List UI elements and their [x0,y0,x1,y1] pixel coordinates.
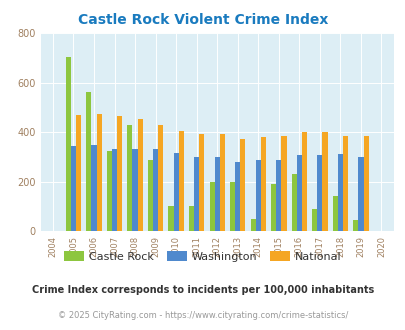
Bar [158,125,163,231]
Bar [260,137,265,231]
Bar [214,157,219,231]
Bar [112,149,117,231]
Bar [301,132,306,231]
Bar [352,220,358,231]
Bar [137,119,143,231]
Bar [362,136,368,231]
Bar [117,116,122,231]
Bar [219,135,224,231]
Bar [76,115,81,231]
Bar [86,92,91,231]
Bar [173,153,178,231]
Bar [199,135,204,231]
Bar [271,184,275,231]
Bar [281,136,286,231]
Bar [96,114,101,231]
Bar [332,196,337,231]
Text: © 2025 CityRating.com - https://www.cityrating.com/crime-statistics/: © 2025 CityRating.com - https://www.city… [58,311,347,320]
Bar [127,125,132,231]
Bar [317,155,322,231]
Bar [91,145,96,231]
Text: Crime Index corresponds to incidents per 100,000 inhabitants: Crime Index corresponds to incidents per… [32,285,373,295]
Bar [153,149,158,231]
Bar [311,209,317,231]
Bar [107,150,112,231]
Bar [168,206,173,231]
Bar [255,160,260,231]
Bar [188,206,194,231]
Bar [230,182,234,231]
Bar [209,182,214,231]
Bar [322,132,327,231]
Bar [296,155,301,231]
Text: Castle Rock Violent Crime Index: Castle Rock Violent Crime Index [78,13,327,27]
Bar [132,149,137,231]
Bar [234,162,240,231]
Bar [66,56,71,231]
Bar [250,218,255,231]
Bar [147,160,153,231]
Bar [291,174,296,231]
Legend: Castle Rock, Washington, National: Castle Rock, Washington, National [60,247,345,267]
Bar [275,160,281,231]
Bar [358,157,362,231]
Bar [337,154,342,231]
Bar [71,146,76,231]
Bar [240,139,245,231]
Bar [178,131,183,231]
Bar [194,157,199,231]
Bar [342,136,347,231]
